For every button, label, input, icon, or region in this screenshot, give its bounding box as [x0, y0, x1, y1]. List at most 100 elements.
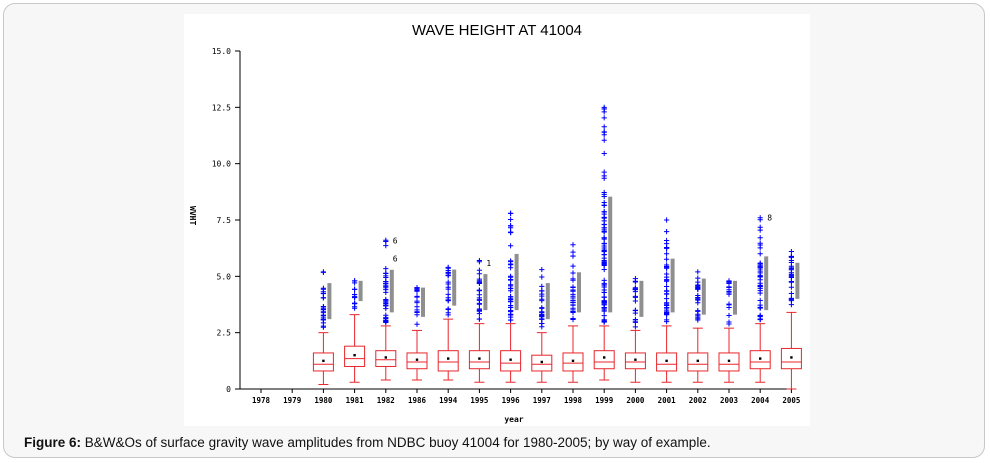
- outlier-marker: [788, 253, 794, 259]
- x-tick-label: 1981: [346, 396, 365, 405]
- outlier-marker: [757, 224, 763, 230]
- outlier-marker: [383, 280, 389, 287]
- outlier-marker: [757, 215, 763, 221]
- outlier-marker: [632, 316, 638, 323]
- box: [437, 350, 459, 372]
- plot-marks: 0 2.5 5.0 7.5 10.0 12.5 15.0 1978 1979 1980 1981 19…: [212, 47, 802, 405]
- outlier-marker: [601, 229, 607, 235]
- box: [562, 352, 584, 372]
- box: [749, 350, 771, 370]
- mean-marker: [665, 359, 668, 363]
- outlier-marker: [788, 272, 794, 278]
- outlier-marker: [508, 288, 514, 294]
- outlier-marker: [664, 271, 670, 277]
- outlier-marker: [476, 271, 482, 277]
- outlier-marker: [664, 288, 670, 294]
- mean-marker: [696, 359, 699, 363]
- outlier-marker: [476, 297, 482, 303]
- outlier-marker: [664, 262, 670, 268]
- outlier-marker: [539, 296, 545, 302]
- outlier-id-labels: [701, 278, 706, 315]
- outlier-marker: [539, 316, 545, 322]
- y-axis-label: WVHT: [188, 206, 197, 225]
- outlier-marker: [508, 223, 514, 229]
- outlier-marker: [601, 175, 607, 181]
- box: [375, 350, 397, 367]
- outlier-marker: [788, 296, 794, 302]
- outlier-marker: [757, 290, 763, 296]
- outlier-marker: [757, 304, 763, 311]
- y-tick-label: 5.0: [217, 272, 232, 281]
- outlier-id-labels: [545, 283, 550, 320]
- outlier-annotation: 6: [393, 236, 398, 245]
- outlier-marker: [695, 297, 701, 303]
- outlier-marker: [601, 257, 607, 264]
- outlier-marker: [383, 300, 389, 306]
- x-axis-label: year: [504, 415, 523, 424]
- outlier-marker: [601, 169, 607, 175]
- x-tick-label: 1978: [252, 396, 271, 405]
- outlier-marker: [570, 253, 576, 259]
- outlier-annotation: 8: [767, 214, 772, 223]
- outlier-marker: [320, 269, 326, 275]
- outlier-marker: [570, 287, 576, 293]
- outlier-marker: [383, 237, 389, 243]
- outlier-marker: [664, 251, 670, 257]
- outlier-marker: [445, 264, 451, 270]
- x-tick-label: 1999: [595, 396, 614, 405]
- outlier-marker: [508, 229, 514, 236]
- outlier-marker: [757, 313, 763, 320]
- x-tick-label: 1995: [470, 396, 488, 405]
- box: [406, 352, 428, 370]
- outlier-marker: [601, 305, 607, 311]
- outlier-marker: [508, 216, 514, 223]
- mean-marker: [322, 359, 325, 363]
- outlier-marker: [601, 277, 607, 283]
- y-tick-label: 7.5: [217, 216, 232, 225]
- outlier-marker: [695, 284, 701, 290]
- outlier-marker: [601, 312, 607, 319]
- y-tick-label: 15.0: [212, 47, 231, 56]
- outlier-id-labels: [452, 269, 457, 306]
- mean-marker: [384, 356, 387, 359]
- mean-marker: [571, 359, 575, 363]
- outlier-marker: [570, 308, 576, 315]
- outlier-marker: [757, 235, 763, 241]
- outlier-marker: [414, 304, 420, 310]
- box: [344, 345, 366, 367]
- mean-marker: [603, 356, 606, 359]
- outlier-marker: [788, 279, 794, 285]
- outlier-marker: [757, 240, 763, 246]
- outlier-id-labels: [421, 287, 425, 317]
- mean-marker: [447, 357, 450, 360]
- outlier-marker: [664, 309, 670, 315]
- outlier-marker: [508, 210, 514, 216]
- outlier-marker: [632, 324, 638, 330]
- outlier-marker: [352, 304, 358, 310]
- outlier-marker: [726, 278, 732, 284]
- outlier-marker: [601, 124, 607, 130]
- x-tick-label: 1980: [314, 396, 333, 405]
- mean-marker: [759, 357, 762, 360]
- outlier-marker: [476, 316, 482, 322]
- x-tick-label: 1996: [502, 396, 521, 405]
- caption-label: Figure 6:: [24, 435, 82, 450]
- outlier-marker: [570, 315, 576, 322]
- outlier-marker: [352, 286, 358, 292]
- outlier-marker: [601, 221, 607, 227]
- outlier-id-labels: [514, 253, 519, 311]
- outlier-marker: [664, 283, 670, 290]
- outlier-marker: [757, 270, 763, 276]
- outlier-marker: [570, 242, 576, 248]
- outlier-marker: [445, 297, 451, 303]
- outlier-marker: [664, 277, 670, 283]
- outlier-marker: [352, 293, 358, 300]
- outlier-marker: [601, 298, 607, 304]
- outlier-marker: [601, 104, 607, 110]
- outlier-id-labels: [358, 280, 363, 302]
- box: [468, 350, 490, 370]
- outlier-marker: [601, 202, 607, 208]
- boxplot-chart: WAVE HEIGHT AT 41004 WVHT year 0 2.5 5.0 7.…: [188, 22, 802, 424]
- outlier-annotation: 6: [393, 254, 398, 263]
- outlier-marker: [383, 266, 389, 272]
